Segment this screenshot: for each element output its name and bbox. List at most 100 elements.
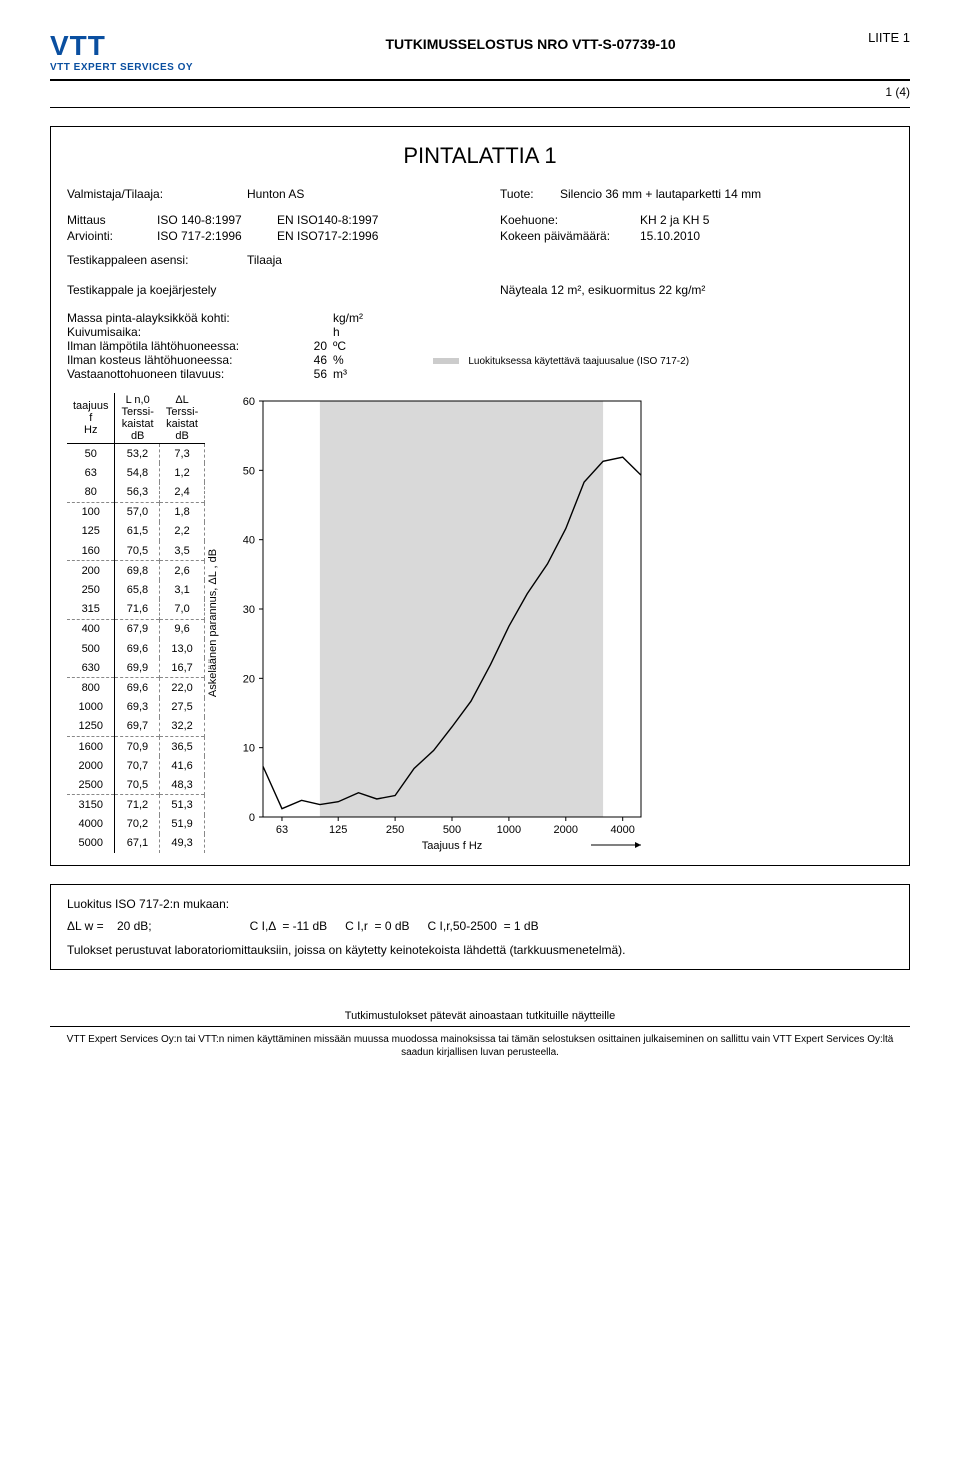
svg-text:40: 40 [243,535,255,547]
classification-note: Tulokset perustuvat laboratoriomittauksi… [67,943,893,957]
svg-text:125: 125 [329,824,347,836]
logo-subtitle: VTT EXPERT SERVICES OY [50,62,193,73]
page: VTT VTT EXPERT SERVICES OY TUTKIMUSSELOS… [0,0,960,1079]
mass-unit: kg/m² [333,311,373,325]
c2-value: = 0 dB [375,919,410,933]
th-delta-l: ΔL Terssi- kaistat dB [160,393,204,444]
table-row: 125069,732,2 [67,717,204,737]
c1-value: = -11 dB [282,919,327,933]
temp-unit: ºC [333,339,373,353]
legend-text: Luokituksessa käytettävä taajuusalue (IS… [468,356,689,367]
c2-label: C I,r [345,919,368,933]
footer-divider [50,1026,910,1027]
room-label: Koehuone: [500,213,640,227]
chart-wrap: Askeläänen parannus, ΔL , dB 01020304050… [223,393,893,853]
c3-value: = 1 dB [504,919,539,933]
table-row: 200070,741,6 [67,756,204,775]
vol-unit: m³ [333,367,373,381]
dry-unit: h [333,325,373,339]
header-right: LIITE 1 [868,30,910,45]
c1-label: C I,Δ [250,919,276,933]
installer-label: Testikappaleen asensi: [67,253,247,267]
parameters: Massa pinta-alayksikköä kohti: kg/m² Kui… [67,311,893,381]
classification-values: ΔL w = 20 dB; C I,Δ = -11 dB C I,r = 0 d… [67,919,893,933]
hum-value: 46 [297,353,333,367]
classification-box: Luokitus ISO 717-2:n mukaan: ΔL w = 20 d… [50,884,910,970]
c3-label: C I,r,50-2500 [428,919,497,933]
table-row: 100069,327,5 [67,698,204,717]
measure-label: Mittaus [67,213,157,227]
svg-text:63: 63 [276,824,288,836]
chart-area: taajuus f Hz L n,0 Terssi- kaistat dB ΔL… [67,393,893,853]
manufacturer-value: Hunton AS [247,187,460,201]
eval-label: Arviointi: [67,229,157,243]
svg-text:500: 500 [443,824,461,836]
table-row: 63069,916,7 [67,658,204,678]
eval-en: EN ISO717-2:1996 [277,229,378,243]
installer-value: Tilaaja [247,253,282,267]
standards-columns: Mittaus ISO 140-8:1997 EN ISO140-8:1997 … [67,213,893,269]
dlw-label: ΔL w = [67,919,104,933]
product-label: Tuote: [500,187,560,201]
legend-note-inline: Luokituksessa käytettävä taajuusalue (IS… [433,353,689,367]
table-row: 12561,52,2 [67,522,204,541]
table-row: 25065,83,1 [67,580,204,599]
logo-text: VTT [50,30,193,62]
svg-text:50: 50 [243,465,255,477]
sample-label: Näyteala 12 m², esikuormitus 22 kg/m² [500,283,893,297]
svg-text:1000: 1000 [496,824,520,836]
table-row: 315071,251,3 [67,795,204,815]
legend-swatch-icon [433,358,459,364]
report-title: PINTALATTIA 1 [67,143,893,169]
date-value: 15.10.2010 [640,229,700,243]
line-chart: 010203040506063125250500100020004000Taaj… [223,393,653,853]
doc-id: TUTKIMUSSELOSTUS NRO VTT-S-07739-10 [193,30,868,52]
svg-text:250: 250 [386,824,404,836]
table-row: 80069,622,0 [67,678,204,698]
date-label: Kokeen päivämäärä: [500,229,640,243]
vol-value: 56 [297,367,333,381]
chart-y-label: Askeläänen parannus, ΔL , dB [207,549,219,697]
svg-text:Taajuus f Hz: Taajuus f Hz [422,840,483,852]
temp-value: 20 [297,339,333,353]
dry-label: Kuivumisaika: [67,325,297,339]
setup-label: Testikappale ja koejärjestely [67,283,460,297]
footer-line2: VTT Expert Services Oy:n tai VTT:n nimen… [50,1033,910,1059]
hum-unit: % [333,353,373,367]
th-frequency: taajuus f Hz [67,393,115,444]
vtt-logo: VTT VTT EXPERT SERVICES OY [50,30,193,73]
setup-row: Testikappale ja koejärjestely Näyteala 1… [67,283,893,297]
mass-label: Massa pinta-alayksikköä kohti: [67,311,297,325]
product-value: Silencio 36 mm + lautaparketti 14 mm [560,187,893,201]
table-row: 6354,81,2 [67,463,204,482]
table-row: 400070,251,9 [67,815,204,834]
table-row: 250070,548,3 [67,775,204,795]
classification-heading: Luokitus ISO 717-2:n mukaan: [67,897,893,911]
svg-text:4000: 4000 [610,824,634,836]
measure-std: ISO 140-8:1997 [157,213,277,227]
table-row: 10057,01,8 [67,502,204,522]
footer-line1: Tutkimustulokset pätevät ainoastaan tutk… [50,1010,910,1022]
table-row: 50069,613,0 [67,639,204,658]
vol-label: Vastaanottohuoneen tilavuus: [67,367,297,381]
measure-en: EN ISO140-8:1997 [277,213,378,227]
frequency-table: taajuus f Hz L n,0 Terssi- kaistat dB ΔL… [67,393,205,853]
divider [50,107,910,108]
page-number: 1 (4) [50,85,910,99]
svg-text:10: 10 [243,743,255,755]
svg-text:2000: 2000 [553,824,577,836]
attachment-label: LIITE 1 [868,30,910,45]
dlw-value: 20 dB; [117,919,152,933]
temp-label: Ilman lämpötila lähtöhuoneessa: [67,339,297,353]
table-row: 31571,67,0 [67,599,204,619]
svg-text:60: 60 [243,396,255,408]
page-footer: Tutkimustulokset pätevät ainoastaan tutk… [50,1010,910,1059]
room-value: KH 2 ja KH 5 [640,213,709,227]
page-header: VTT VTT EXPERT SERVICES OY TUTKIMUSSELOS… [50,30,910,81]
eval-std: ISO 717-2:1996 [157,229,277,243]
svg-text:20: 20 [243,673,255,685]
table-row: 16070,53,5 [67,541,204,561]
table-row: 20069,82,6 [67,561,204,581]
table-row: 500067,149,3 [67,834,204,853]
report-card: PINTALATTIA 1 Valmistaja/Tilaaja: Hunton… [50,126,910,866]
